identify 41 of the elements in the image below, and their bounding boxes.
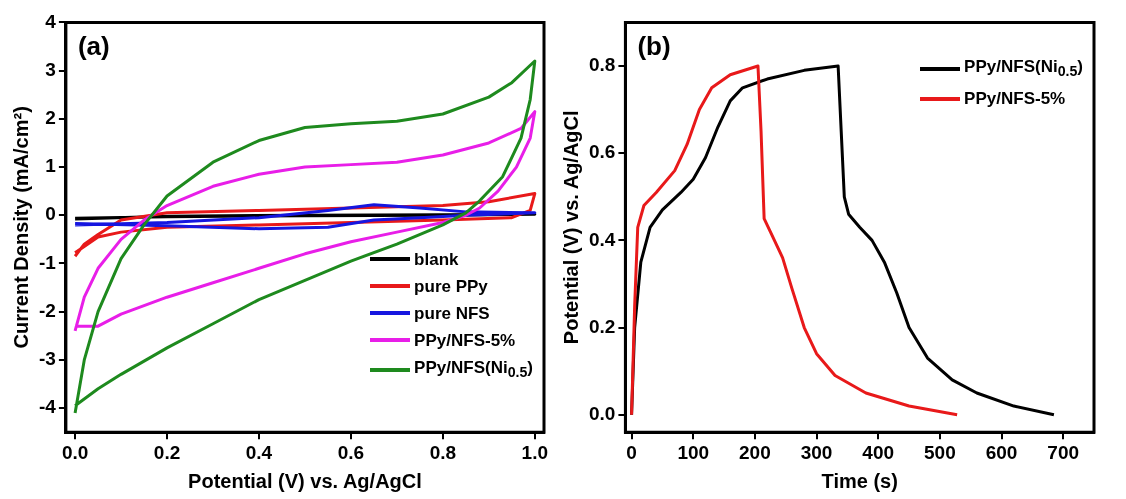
y-tick-label: 1 <box>45 155 57 177</box>
y-tick-label: -3 <box>38 348 56 370</box>
legend-label: blank <box>414 248 459 271</box>
y-tick-label: 0 <box>45 203 56 225</box>
legend-label: pure PPy <box>414 275 488 298</box>
legend-label: PPy/NFS(Ni$_{0.5}$) <box>414 356 533 382</box>
y-tick-label: -4 <box>38 396 57 418</box>
x-tick-label: 0.2 <box>153 441 181 463</box>
y-tick-label: 0.0 <box>588 403 616 424</box>
x-axis-title: Time (s) <box>821 469 898 492</box>
x-tick-label: 700 <box>1047 441 1080 463</box>
y-tick-label: 2 <box>45 107 56 129</box>
x-tick-label: 600 <box>985 441 1018 463</box>
y-tick-label: 0.4 <box>588 228 616 250</box>
x-tick-label: 0.4 <box>245 441 273 463</box>
x-tick-label: 200 <box>739 441 771 463</box>
y-tick-label: 0.6 <box>588 141 616 163</box>
x-tick-label: 500 <box>924 441 956 463</box>
y-tick-label: -1 <box>38 251 57 273</box>
legend-label: PPy/NFS(Ni$_{0.5}$) <box>964 56 1083 82</box>
x-tick-label: 400 <box>862 441 895 463</box>
annotation: (b) <box>637 30 671 61</box>
x-tick-label: 1.0 <box>521 441 549 463</box>
y-tick-label: 4 <box>45 10 57 32</box>
y-axis-title: Current Density (mA/cm²) <box>9 106 32 349</box>
x-tick-label: 0.6 <box>337 441 365 463</box>
legend-label: PPy/NFS-5% <box>964 88 1066 111</box>
x-tick-label: 100 <box>677 441 710 463</box>
x-tick-label: 0.8 <box>429 441 457 463</box>
x-tick-label: 0.0 <box>61 441 89 463</box>
legend-label: PPy/NFS-5% <box>414 329 516 352</box>
y-tick-label: 3 <box>45 58 56 80</box>
x-tick-label: 0 <box>626 441 637 463</box>
legend-label: pure NFS <box>414 302 490 325</box>
annotation: (a) <box>77 30 110 61</box>
x-tick-label: 300 <box>800 441 833 463</box>
y-axis-title: Potential (V) vs. Ag/AgCl <box>559 110 582 345</box>
y-tick-label: 0.2 <box>588 315 616 337</box>
y-tick-label: -2 <box>38 299 56 321</box>
y-tick-label: 0.8 <box>588 54 616 76</box>
x-axis-title: Potential (V) vs. Ag/AgCl <box>188 469 422 492</box>
